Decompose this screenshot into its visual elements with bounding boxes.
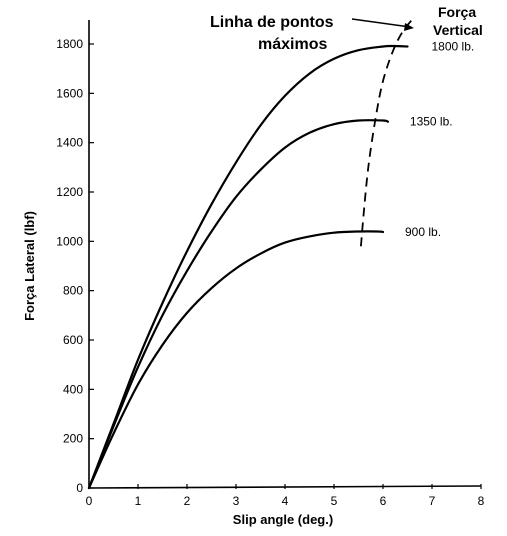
y-axis-title: Força Lateral (lbf)	[22, 211, 37, 321]
max-points-annotation-line-1: Linha de pontos	[210, 14, 334, 31]
y-tick-label: 1000	[56, 234, 83, 248]
y-tick-label: 1800	[56, 37, 83, 51]
x-tick-label: 7	[429, 494, 436, 508]
y-tick-label: 1400	[56, 136, 83, 150]
series-lines	[87, 18, 414, 490]
y-tick-label: 0	[76, 481, 83, 495]
y-tick-label: 200	[63, 432, 83, 446]
y-tick-label: 1600	[56, 86, 83, 100]
x-tick-label: 6	[380, 494, 387, 508]
y-tick-label: 600	[63, 333, 83, 347]
axes	[88, 20, 482, 489]
labels: 1800 lb. 1350 lb. 900 lb.	[405, 39, 474, 238]
series-label-1800lb: 1800 lb.	[432, 39, 475, 53]
series-label-900lb: 900 lb.	[405, 225, 441, 239]
x-axis-title: Slip angle (deg.)	[233, 512, 333, 527]
y-tick-label: 800	[63, 284, 83, 298]
x-tick-label: 1	[135, 494, 142, 508]
x-tick-label: 4	[282, 494, 289, 508]
legend-title-line-1: Força	[438, 4, 476, 20]
series-line-1350lb	[87, 119, 389, 490]
series-line-1800lb	[87, 44, 409, 490]
x-tick-label: 5	[331, 494, 338, 508]
max-points-dashed-line	[360, 18, 414, 247]
series-line-900lb	[87, 230, 385, 490]
max-points-annotation-line-2: máximos	[258, 36, 327, 53]
x-tick-label: 8	[478, 494, 485, 508]
y-tick-label: 1200	[56, 185, 83, 199]
annotation-pointer	[351, 18, 411, 28]
series-label-1350lb: 1350 lb.	[410, 115, 453, 129]
tick-marks: 0 1 2 3 4 5 6 7 8 0 200 400 600 800 1000 1200 1400 1600 18…	[56, 37, 484, 508]
legend-title-line-2: Vertical	[433, 22, 483, 38]
y-tick-label: 400	[63, 382, 83, 396]
x-tick-label: 3	[233, 494, 240, 508]
x-tick-label: 2	[184, 494, 191, 508]
annotation-arrowhead	[404, 23, 414, 31]
x-tick-label: 0	[86, 494, 93, 508]
